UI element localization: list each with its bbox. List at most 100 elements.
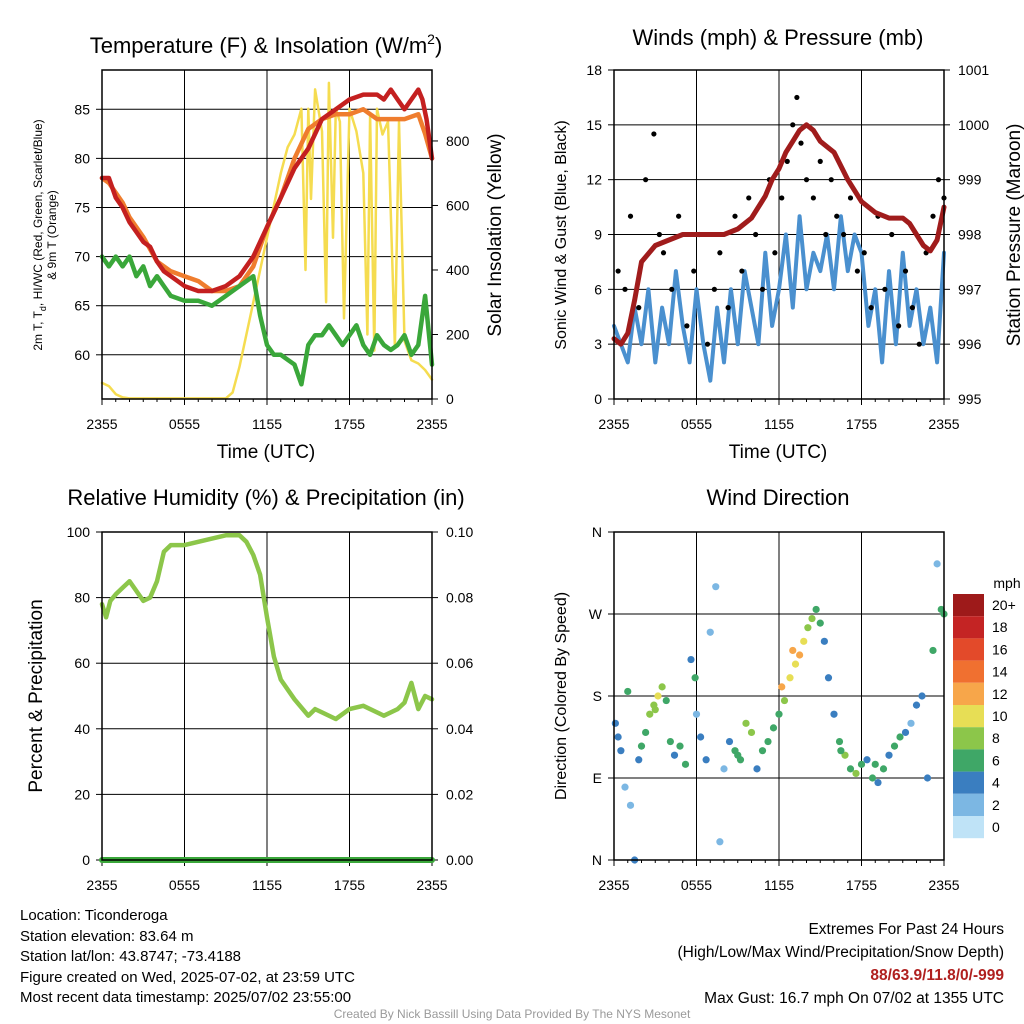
- humidity-ytick-right-label: 0.04: [446, 721, 473, 737]
- gust-point: [817, 158, 823, 164]
- humidity-xtick-label: 1755: [334, 877, 365, 893]
- wind-direction-panel: Wind Direction Direction (Colored By Spe…: [553, 485, 1021, 893]
- gust-point: [660, 250, 667, 256]
- wind-direction-point: [879, 765, 888, 773]
- pressure-line: [611, 122, 947, 347]
- gust-point: [622, 286, 628, 292]
- gust-point: [847, 195, 854, 201]
- winds-ytick-right-label: 1000: [958, 117, 989, 133]
- humidity-xtick-label: 0555: [169, 877, 200, 893]
- winds-panel-title: Winds (mph) & Pressure (mb): [633, 25, 924, 50]
- wind-direction-xtick-label: 1155: [764, 877, 794, 893]
- wind-direction-point: [796, 651, 804, 659]
- wind-direction-point: [896, 733, 904, 741]
- gust-point: [615, 268, 621, 274]
- colorbar-label: 8: [992, 730, 1000, 746]
- temperature-ytick-right-label: 200: [446, 326, 470, 342]
- temperature-ytick-right-label: 800: [446, 133, 470, 149]
- wind-direction-point: [637, 742, 646, 750]
- winds-ytick-right-label: 1001: [958, 62, 989, 78]
- wind-direction-point: [666, 737, 674, 746]
- gust-point: [753, 231, 759, 238]
- colorbar-label: 10: [992, 708, 1008, 724]
- wind-direction-point: [654, 692, 662, 700]
- colorbar-swatch: [953, 660, 984, 683]
- winds-ytick-label: 6: [594, 281, 602, 297]
- winds-ytick-label: 18: [586, 62, 602, 78]
- temperature-ytick-label: 80: [74, 150, 90, 166]
- wind-direction-point: [912, 701, 921, 709]
- station-info: Location: Ticonderoga Station elevation:…: [20, 906, 355, 1009]
- wind-direction-xtick-label: 2355: [598, 877, 629, 893]
- wind-direction-point: [885, 751, 893, 759]
- wind-direction-point: [871, 760, 879, 768]
- gust-point: [711, 286, 717, 292]
- wind-direction-point: [697, 733, 705, 741]
- temperature-ytick-label: 85: [74, 101, 90, 117]
- wind-direction-point: [651, 706, 659, 714]
- gust-point: [861, 250, 867, 256]
- wind-direction-panel-title: Wind Direction: [706, 485, 849, 510]
- gust-point: [779, 195, 785, 201]
- gust-point: [828, 177, 834, 183]
- wind-direction-point: [918, 692, 926, 700]
- gust-point: [896, 323, 902, 329]
- wind-direction-xtick-label: 2355: [928, 877, 959, 893]
- gust-point: [691, 268, 697, 274]
- wind-direction-point: [907, 719, 915, 727]
- wind-direction-point: [874, 778, 882, 787]
- recent-timestamp: Most recent data timestamp: 2025/07/02 2…: [20, 989, 352, 1006]
- temperature-xtick-label: 2355: [86, 416, 117, 432]
- pressure-y-axis-label: Station Pressure (Maroon): [1004, 124, 1024, 347]
- winds-y-axis-label: Sonic Wind & Gust (Blue, Black): [553, 120, 570, 349]
- wind-direction-point: [758, 747, 767, 755]
- colorbar-swatch: [953, 705, 984, 728]
- gust-point: [803, 177, 810, 183]
- wind-direction-point: [642, 728, 650, 737]
- figure-created: Figure created on Wed, 2025-07-02, at 23…: [20, 968, 355, 986]
- wind-direction-point: [857, 760, 866, 768]
- gust-point: [746, 195, 752, 201]
- wind-direction-point: [929, 646, 937, 655]
- wind-direction-point: [734, 751, 742, 759]
- colorbar-swatch: [953, 682, 984, 705]
- temperature-ytick-label: 70: [74, 249, 90, 265]
- gust-point: [794, 94, 800, 101]
- speed-colorbar: 20+ 18 16 14 12 10 8 6 4 2 0: [953, 594, 1016, 839]
- wind-direction-point: [868, 774, 877, 782]
- wind-direction-point: [778, 683, 786, 691]
- wind-speed-line: [612, 214, 946, 383]
- gust-point: [704, 341, 711, 347]
- wind-direction-point: [812, 605, 820, 614]
- wind-direction-point: [662, 696, 670, 705]
- gust-point: [676, 213, 682, 219]
- winds-x-axis-label: Time (UTC): [729, 442, 828, 463]
- gust-point: [651, 131, 657, 137]
- colorbar-swatch: [953, 816, 984, 839]
- colorbar-label: 18: [992, 619, 1008, 635]
- winds-ytick-label: 3: [594, 336, 602, 352]
- gust-point: [759, 286, 766, 292]
- gust-point: [834, 213, 840, 219]
- extremes-title: Extremes For Past 24 Hours: [808, 921, 1004, 938]
- gust-point: [772, 250, 778, 256]
- wind-direction-point: [614, 733, 622, 741]
- colorbar-label: 16: [992, 641, 1008, 657]
- colorbar-swatch: [953, 771, 984, 794]
- wind-direction-point: [901, 728, 910, 737]
- wind-direction-point: [816, 619, 824, 627]
- gust-point: [909, 305, 915, 311]
- wind-direction-point: [658, 683, 666, 691]
- humidity-ytick-label: 60: [74, 655, 90, 671]
- humidity-ytick-right-label: 0.08: [446, 590, 473, 606]
- winds-xtick-label: 2355: [928, 416, 959, 432]
- gust-point: [739, 268, 745, 274]
- wind-direction-point: [841, 751, 849, 759]
- winds-ytick-right-label: 997: [958, 281, 982, 297]
- temperature-ytick-right-label: 600: [446, 197, 470, 213]
- winds-panel: Winds (mph) & Pressure (mb) Time (UTC) S…: [553, 25, 1024, 463]
- gust-point: [643, 177, 649, 183]
- wind-direction-y-axis-label: Direction (Colored By Speed): [553, 592, 570, 800]
- temperature-ytick-label: 65: [74, 298, 90, 314]
